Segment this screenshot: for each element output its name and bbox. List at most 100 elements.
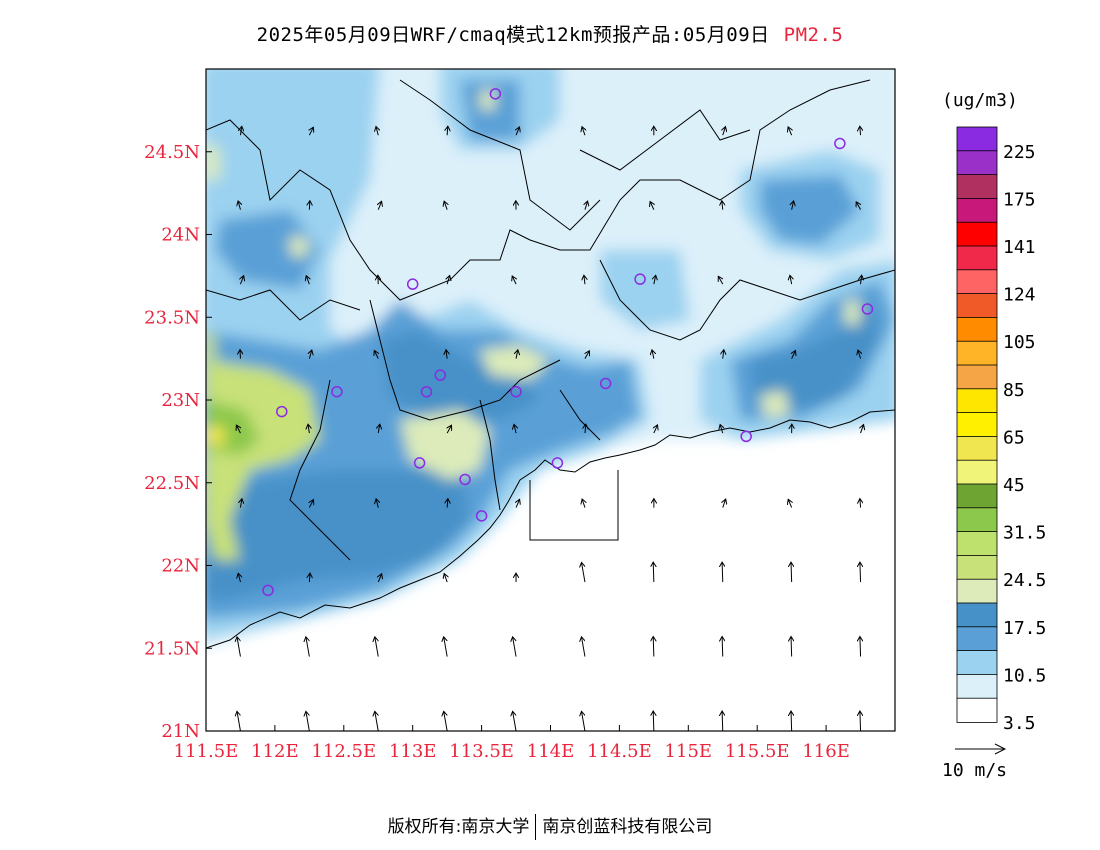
legend-label: 105 xyxy=(1003,332,1036,353)
station-marker xyxy=(276,405,288,418)
wind-arrow xyxy=(654,275,656,285)
wind-arrow xyxy=(237,711,241,732)
lat-tick-label: 23N xyxy=(161,390,200,411)
station-marker xyxy=(551,457,564,469)
wind-arrow xyxy=(376,127,378,136)
wind-arrow xyxy=(447,425,451,434)
wind-arrow xyxy=(792,201,794,210)
wind-arrow xyxy=(309,350,311,359)
legend-swatch xyxy=(956,697,998,723)
wind-arrow xyxy=(792,351,796,359)
wind-arrow xyxy=(514,424,516,434)
station-marker xyxy=(740,430,752,443)
color-legend: 225 175 141 124 105 85 65 45 31.5 24.5 17.5 10.5 3.5 xyxy=(956,126,1046,734)
legend-swatch xyxy=(956,507,998,533)
station-marker xyxy=(262,584,274,597)
lon-tick-label: 113E xyxy=(389,741,437,762)
coastline xyxy=(206,79,895,649)
wind-arrow xyxy=(306,711,310,732)
wind-arrow xyxy=(860,637,861,657)
wind-arrow xyxy=(513,637,517,657)
wind-arrow xyxy=(722,201,723,210)
station-marker xyxy=(475,510,488,522)
wind-arrow xyxy=(516,350,518,359)
title-product: 2025年05月09日WRF/cmaq模式12km预报产品:05月09日 xyxy=(256,24,770,46)
footer-separator xyxy=(535,814,537,840)
wind-arrow xyxy=(585,201,588,210)
wind-arrow xyxy=(582,499,585,508)
wind-arrow xyxy=(306,637,310,657)
lon-tick-label: 112E xyxy=(251,741,299,762)
wind-arrow xyxy=(309,573,310,583)
legend-label: 225 xyxy=(1003,142,1036,163)
legend-swatch xyxy=(956,340,998,366)
wind-arrow xyxy=(653,711,654,732)
wind-arrow xyxy=(308,424,309,434)
wind-arrow xyxy=(585,351,589,359)
legend-label: 3.5 xyxy=(1003,713,1036,734)
lat-tick-label: 24N xyxy=(161,225,200,246)
footer: 版权所有:南京大学 南京创蓝科技有限公司 xyxy=(0,812,1100,840)
station-marker xyxy=(413,457,426,469)
title-variable: PM2.5 xyxy=(783,24,844,46)
legend-unit: (ug/m3) xyxy=(942,90,1018,111)
wind-arrow xyxy=(375,711,379,732)
wind-arrow xyxy=(650,202,654,210)
wind-arrow xyxy=(309,127,313,136)
footer-copyright: 版权所有:南京大学 xyxy=(387,817,530,837)
wind-vectors xyxy=(236,126,864,732)
wind-arrow xyxy=(237,637,241,657)
wind-arrow xyxy=(240,276,243,285)
legend-swatch xyxy=(956,245,998,271)
wind-arrow xyxy=(238,201,240,210)
legend-swatch xyxy=(956,602,998,628)
legend-swatch xyxy=(956,197,998,223)
lat-tick-label: 22.5N xyxy=(144,473,200,494)
wind-arrow xyxy=(516,499,520,508)
wind-arrow xyxy=(723,499,726,508)
wind-arrow xyxy=(516,127,519,136)
wind-arrow xyxy=(791,637,792,657)
wind-arrow xyxy=(309,201,310,210)
wind-arrow xyxy=(654,425,658,434)
wind-arrow xyxy=(790,275,792,285)
station-marker xyxy=(434,369,447,381)
wind-arrow xyxy=(378,201,381,210)
wind-arrow xyxy=(378,574,381,583)
wind-arrow xyxy=(722,711,723,732)
wind-arrow xyxy=(860,126,861,136)
wind-arrow xyxy=(856,202,860,210)
lat-tick-label: 22N xyxy=(161,556,200,577)
legend-label: 17.5 xyxy=(1003,618,1046,639)
concentration-field xyxy=(206,69,895,731)
wind-arrow xyxy=(446,350,447,359)
lon-tick-label: 116E xyxy=(802,741,850,762)
lat-tick-label: 21N xyxy=(161,721,200,742)
wind-arrow xyxy=(585,424,586,434)
wind-arrow xyxy=(444,574,447,583)
wind-arrow xyxy=(376,499,378,508)
wind-arrow xyxy=(375,637,379,657)
station-marker xyxy=(459,473,471,486)
wind-arrow xyxy=(584,275,585,285)
legend-swatch xyxy=(956,174,998,200)
legend-swatch xyxy=(956,150,998,176)
wind-arrow xyxy=(447,276,450,285)
lat-tick-label: 24.5N xyxy=(144,142,200,163)
lon-ticks: 111.5E 112E 112.5E 113E 113.5E 114E 114.5E 115E… xyxy=(174,725,850,762)
wind-arrow xyxy=(444,637,448,657)
lat-ticks: 21N 21.5N 22N 22.5N 23N 23.5N 24N 24.5N xyxy=(144,142,212,742)
wind-arrow xyxy=(512,276,516,285)
wind-arrow xyxy=(306,276,309,285)
wind-arrow xyxy=(653,637,654,657)
wind-arrow xyxy=(861,425,864,434)
wind-arrow xyxy=(378,424,380,434)
wind-arrow xyxy=(582,562,586,583)
lon-tick-label: 115E xyxy=(665,741,713,762)
legend-swatch xyxy=(956,674,998,700)
legend-swatch xyxy=(956,293,998,319)
wind-arrow xyxy=(788,127,792,136)
wind-arrow xyxy=(447,499,448,508)
wind-arrow xyxy=(722,562,723,583)
